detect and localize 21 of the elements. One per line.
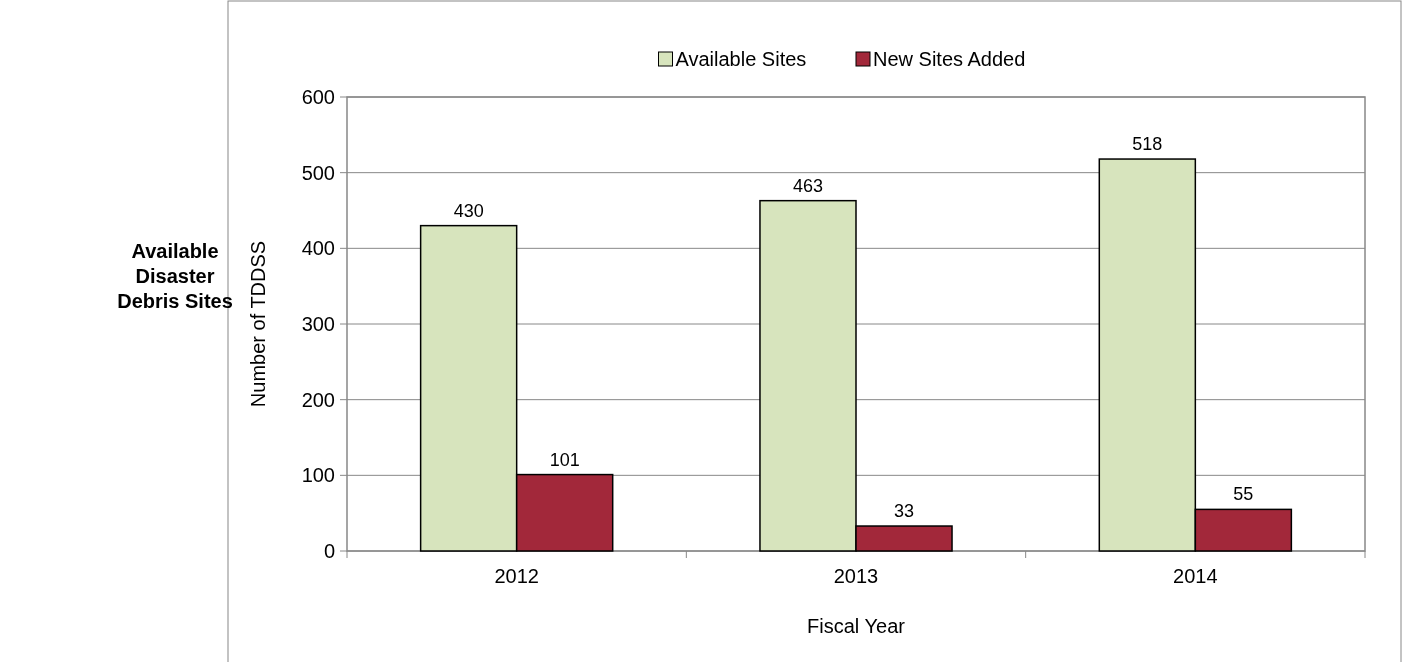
- data-label: 55: [1233, 484, 1254, 505]
- y-tick-label: 500: [301, 161, 335, 184]
- data-label: 430: [453, 200, 484, 221]
- y-tick-label: 600: [301, 86, 335, 108]
- y-tick-label: 300: [301, 313, 335, 335]
- y-axis-title: Number of TDDSS: [247, 240, 269, 408]
- x-tick-label: 2013: [833, 565, 879, 587]
- y-tick-label: 100: [301, 464, 335, 487]
- legend-label: New Sites Added: [873, 48, 1026, 70]
- x-axis-title: Fiscal Year: [807, 615, 906, 637]
- data-label: 33: [894, 501, 915, 522]
- data-label: 463: [792, 175, 824, 196]
- y-tick-label: 400: [301, 237, 335, 260]
- data-label: 101: [549, 449, 580, 470]
- data-label: 518: [1132, 134, 1163, 155]
- legend-label: Available Sites: [675, 48, 807, 70]
- y-tick-label: 200: [301, 388, 335, 411]
- y-tick-label: 0: [323, 540, 335, 562]
- x-tick-label: 2014: [1173, 565, 1218, 587]
- text: Available Disaster Debris Sites: [117, 240, 233, 312]
- x-tick-label: 2012: [494, 565, 539, 587]
